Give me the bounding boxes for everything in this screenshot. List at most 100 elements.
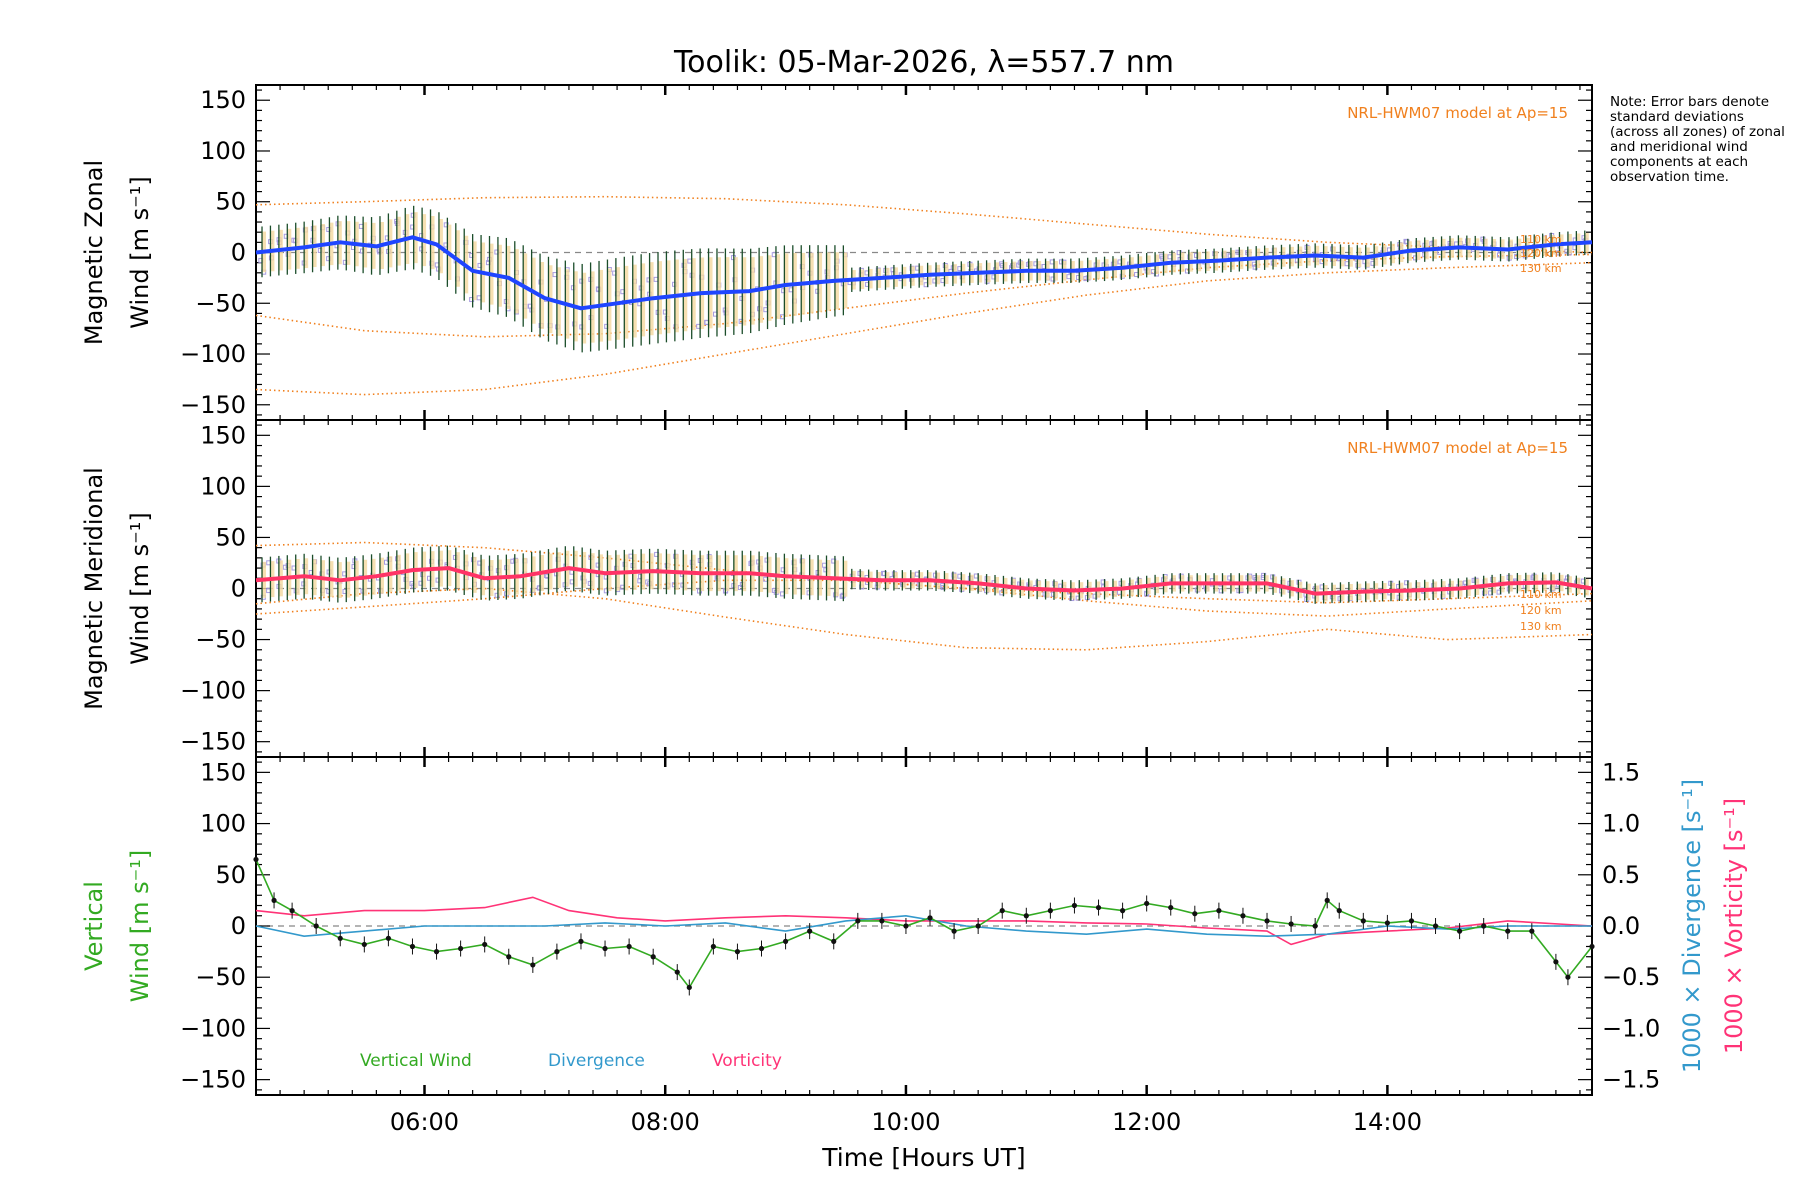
y-tick-label: −100 — [180, 1014, 246, 1042]
vertical-wind-point — [1384, 920, 1390, 926]
y-tick-label: −150 — [180, 728, 246, 756]
y-tick-label: −100 — [180, 677, 246, 705]
vertical-wind-point — [1481, 923, 1487, 929]
y-axis-label-line1: Magnetic Meridional — [80, 467, 108, 710]
x-tick-label: 14:00 — [1353, 1108, 1422, 1136]
vertical-wind-point — [578, 938, 584, 944]
x-tick-label: 06:00 — [390, 1108, 459, 1136]
model-curve-2 — [255, 253, 1593, 338]
vertical-wind-point — [1023, 913, 1029, 919]
model-altitude-label: 130 km — [1520, 262, 1562, 275]
vertical-wind-point — [253, 856, 259, 863]
legend-vorticity: Vorticity — [712, 1051, 782, 1071]
vertical-wind-point — [1071, 902, 1078, 909]
vertical-wind-point — [927, 915, 933, 921]
meridional-wind-line — [255, 566, 1593, 596]
vertical-wind-point — [530, 962, 536, 968]
model-curve-3 — [255, 587, 1593, 651]
y-tick-label: 150 — [200, 758, 246, 786]
y-tick-label: 50 — [215, 861, 246, 889]
vertical-wind-point — [1324, 897, 1330, 903]
vertical-wind-point — [831, 938, 837, 944]
vertical-wind-point — [999, 908, 1005, 914]
y-tick-label: 50 — [215, 523, 246, 551]
y-tick-label: −150 — [180, 391, 246, 419]
vertical-wind-point — [1288, 921, 1294, 927]
vertical-wind-point — [1264, 918, 1270, 924]
legend-divergence: Divergence — [548, 1051, 645, 1071]
vertical-wind-point — [337, 935, 343, 941]
y-tick-label: 50 — [215, 188, 246, 216]
vertical-wind-point — [1408, 918, 1415, 924]
divergence-line — [255, 914, 1592, 938]
vertical-wind-point — [903, 923, 909, 929]
vertical-wind-point — [1589, 943, 1595, 950]
y-tick-label: 0 — [231, 239, 246, 267]
vertical-wind-point — [807, 928, 813, 934]
vertical-wind-point — [1553, 959, 1559, 965]
vertical-wind-point — [361, 941, 367, 948]
vertical-wind-point — [674, 969, 680, 975]
y-tick-label: 150 — [200, 86, 246, 114]
vorticity-axis-label: 1000 × Vorticity [s⁻¹] — [1720, 798, 1748, 1054]
right-y-tick-label: 1.5 — [1602, 758, 1640, 786]
vertical-wind-point — [1168, 904, 1174, 911]
vertical-wind-point — [1529, 928, 1535, 934]
vertical-wind-point — [458, 945, 464, 952]
vertical-wind-point — [289, 908, 295, 914]
divergence-axis-label: 1000 × Divergence [s⁻¹] — [1678, 779, 1706, 1073]
vertical-wind-point — [650, 954, 656, 960]
model-label: NRL-HWM07 model at Ap=15 — [1347, 439, 1568, 457]
y-tick-label: 100 — [200, 472, 246, 500]
vertical-wind-point — [1505, 928, 1511, 934]
model-altitude-label: 110 km — [1520, 588, 1562, 601]
vertical-wind-point — [1047, 908, 1053, 914]
vertical-wind-point — [1192, 911, 1198, 917]
y-ticks — [256, 89, 1592, 416]
vertical-wind-point — [602, 945, 608, 952]
vertical-wind-point — [1336, 908, 1342, 914]
right-y-tick-label: 1.0 — [1602, 810, 1640, 838]
vertical-wind-point — [1119, 908, 1126, 914]
vertical-wind-point — [1360, 918, 1366, 924]
y-tick-label: 100 — [200, 810, 246, 838]
vertical-wind-point — [1457, 928, 1463, 934]
vertical-wind-point — [554, 949, 560, 955]
meridional-panel: 150 100 50 0 −50 −100 −150 Magnetic Meridional W… — [80, 419, 1593, 758]
x-tick-label: 12:00 — [1112, 1108, 1181, 1136]
x-minor-ticks — [255, 757, 1581, 1095]
vertical-wind-point — [271, 897, 277, 903]
x-axis-label: Time [Hours UT] — [821, 1143, 1025, 1172]
y-axis-label-line2: Wind [m s⁻¹] — [126, 512, 154, 664]
vertical-wind-point — [1144, 900, 1150, 907]
zone-points — [260, 551, 1589, 602]
y-tick-label: −50 — [195, 289, 246, 317]
model-altitude-label: 120 km — [1520, 247, 1562, 260]
vertical-wind-point — [409, 943, 416, 950]
right-y-tick-label: −1.5 — [1602, 1066, 1660, 1094]
model-altitude-label: 110 km — [1520, 233, 1562, 246]
vertical-wind-point — [782, 938, 789, 944]
vertical-wind-point — [482, 941, 488, 948]
zonal-wind-line — [255, 235, 1593, 311]
right-y-tick-label: 0.5 — [1602, 861, 1640, 889]
right-y-tick-label: −1.0 — [1602, 1014, 1660, 1042]
y-tick-label: −100 — [180, 340, 246, 368]
right-y-tick-label: −0.5 — [1602, 963, 1660, 991]
legend-vertical-wind: Vertical Wind — [360, 1051, 472, 1071]
vertical-wind-point — [313, 923, 319, 929]
model-curve-2 — [255, 579, 1593, 617]
x-tick-label: 10:00 — [871, 1108, 940, 1136]
x-tick-label: 08:00 — [631, 1108, 700, 1136]
y-tick-label: 100 — [200, 137, 246, 165]
vertical-wind-point — [686, 984, 692, 991]
vertical-wind-point — [385, 935, 391, 941]
y-tick-label: −150 — [180, 1066, 246, 1094]
y-tick-label: 0 — [231, 912, 246, 940]
vertical-panel: 150 100 50 0 −50 −100 −150 06:00 08:00 10:00 12:00… — [80, 756, 1748, 1136]
vertical-wind-point — [506, 954, 512, 960]
vertical-wind-point — [710, 943, 716, 950]
y-axis-label-line2: Wind [m s⁻¹] — [126, 850, 154, 1002]
vertical-wind-point — [1095, 904, 1102, 911]
